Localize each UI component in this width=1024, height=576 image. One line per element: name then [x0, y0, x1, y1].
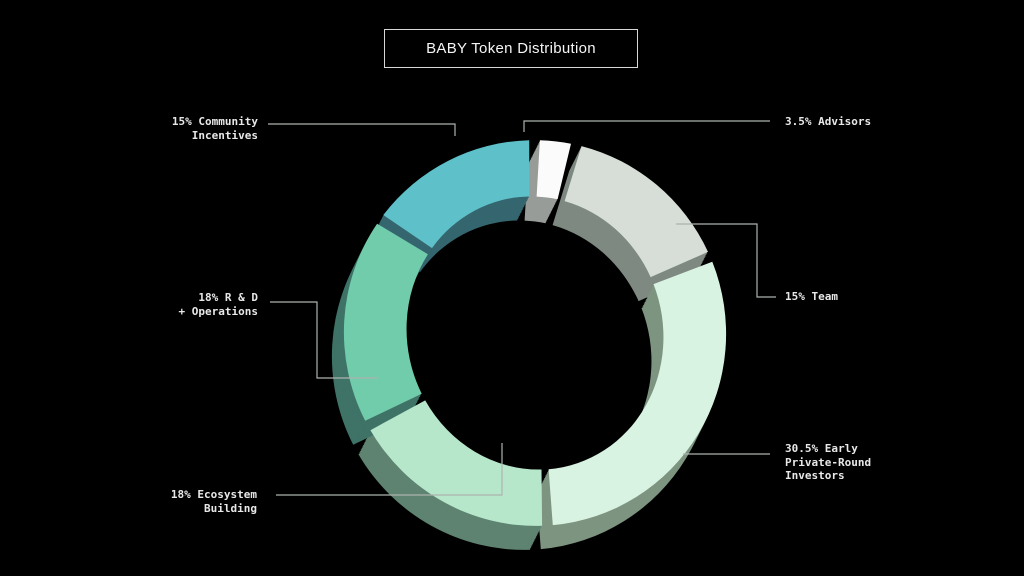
leader-line-community: [268, 123, 456, 136]
segment-investors-face: [548, 261, 727, 526]
label-team: 15% Team: [785, 290, 838, 304]
label-advisors: 3.5% Advisors: [785, 115, 871, 129]
leader-line-ecosystem: [276, 443, 503, 496]
label-rnd-operations: 18% R & D + Operations: [179, 291, 258, 318]
chart-title: BABY Token Distribution: [426, 40, 596, 57]
leader-line-rnd: [270, 301, 378, 379]
label-line: Building: [204, 501, 257, 515]
label-line: 30.5% Early: [785, 442, 858, 455]
segment-advisors-face: [536, 140, 571, 200]
label-line: Investors: [785, 469, 845, 482]
segment-ecosystem-face: [370, 400, 543, 526]
label-line: Private-Round: [785, 455, 872, 469]
chart-title-box: BABY Token Distribution: [384, 29, 638, 68]
segment-rnd-face: [343, 223, 428, 421]
label-line: 18% R & D: [198, 291, 258, 304]
label-line: 15% Community: [171, 115, 258, 128]
label-ecosystem-building: 18% Ecosystem Building: [171, 488, 257, 515]
leader-line-advisors: [523, 120, 770, 132]
label-line: 3.5% Advisors: [785, 115, 872, 128]
label-community-incentives: 15% Community Incentives: [172, 115, 258, 142]
segment-team-face: [564, 146, 708, 278]
leader-line-team: [676, 223, 776, 298]
label-line: 15% Team: [785, 290, 838, 303]
label-line: + Operations: [178, 304, 258, 318]
label-line: Incentives: [191, 128, 258, 142]
segment-community-face: [383, 140, 530, 249]
label-early-private-round-investors: 30.5% Early Private-Round Investors: [785, 442, 871, 483]
label-line: 18% Ecosystem: [170, 488, 257, 501]
